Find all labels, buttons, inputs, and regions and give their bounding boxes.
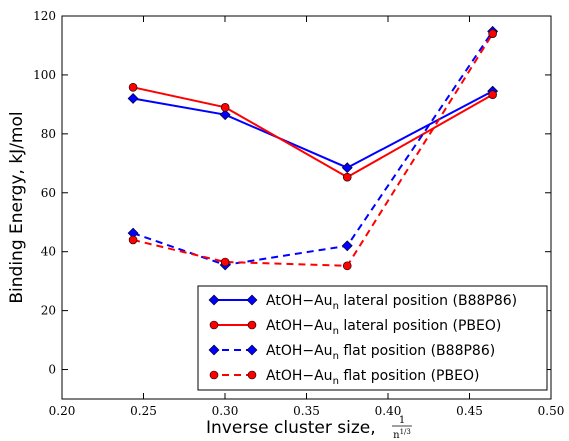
data-point-diamond: [127, 93, 139, 104]
data-point-circle: [209, 370, 219, 380]
y-tick-label: 120: [33, 9, 56, 23]
series-4: [128, 29, 497, 271]
legend-label: AtOH−Aun lateral position (PBEO): [266, 318, 501, 337]
data-point-diamond: [341, 240, 353, 252]
legend-entry: AtOH−Aun lateral position (PBEO): [209, 318, 501, 337]
legend-entry: AtOH−Aun flat position (PBEO): [209, 368, 479, 387]
data-point-circle: [342, 172, 352, 182]
data-point-diamond: [208, 294, 220, 306]
legend-entry: AtOH−Aun lateral position (B88P86): [208, 293, 517, 312]
legend-label: AtOH−Aun flat position (B88P86): [266, 343, 495, 362]
x-tick-label: 0.20: [49, 404, 76, 418]
y-tick-label: 40: [41, 245, 56, 259]
x-tick-label: 0.45: [456, 404, 483, 418]
data-point-circle: [342, 261, 352, 271]
data-point-circle: [128, 82, 138, 92]
legend-label: AtOH−Aun lateral position (B88P86): [266, 293, 517, 312]
x-axis-label-fraction-numerator: 1: [399, 415, 405, 426]
series-layer: [127, 25, 499, 271]
legend-label: AtOH−Aun flat position (PBEO): [266, 368, 479, 387]
y-tick-label: 100: [33, 68, 56, 82]
legend-entry: AtOH−Aun flat position (B88P86): [208, 343, 495, 362]
data-point-circle: [209, 320, 219, 330]
data-point-circle: [488, 90, 497, 99]
data-point-circle: [247, 320, 257, 330]
y-tick-label: 60: [41, 186, 56, 200]
x-axis-label-fraction-denominator: n1/3: [393, 428, 411, 441]
x-axis-label-text: Inverse cluster size,: [206, 418, 376, 438]
x-tick-label: 0.40: [375, 404, 402, 418]
series-3: [127, 25, 499, 271]
series-2: [128, 82, 497, 182]
data-point-circle: [220, 103, 230, 112]
x-tick-label: 0.30: [212, 404, 239, 418]
legend: AtOH−Aun lateral position (B88P86) AtOH−A…: [197, 285, 548, 391]
data-point-diamond: [246, 344, 258, 356]
data-point-circle: [488, 29, 497, 38]
data-point-diamond: [208, 344, 220, 356]
data-point-diamond: [246, 294, 258, 306]
y-tick-label: 0: [48, 363, 56, 377]
series-line: [132, 86, 494, 179]
y-tick-label: 80: [41, 127, 56, 141]
x-tick-label: 0.35: [293, 404, 320, 418]
plot-frame: [61, 15, 552, 400]
y-tick-label: 20: [41, 304, 56, 318]
legend-box: [197, 285, 548, 391]
tick-labels: 0.20 0.25 0.30 0.35 0.40 0.45 0.50 0 20 40 60 80 100…: [33, 9, 564, 418]
series-line: [132, 90, 494, 169]
data-point-circle: [128, 235, 138, 245]
data-point-diamond: [341, 162, 353, 174]
series-line: [132, 30, 494, 266]
series-line: [132, 33, 494, 267]
data-point-diamond: [219, 109, 231, 121]
data-point-circle: [247, 370, 257, 380]
x-tick-label: 0.25: [130, 404, 157, 418]
data-point-circle: [220, 257, 230, 267]
x-axis-label: Inverse cluster size, 1 n1/3: [206, 415, 412, 441]
y-axis-label: Binding Energy, kJ/mol: [7, 111, 27, 303]
x-tick-label: 0.50: [538, 404, 565, 418]
